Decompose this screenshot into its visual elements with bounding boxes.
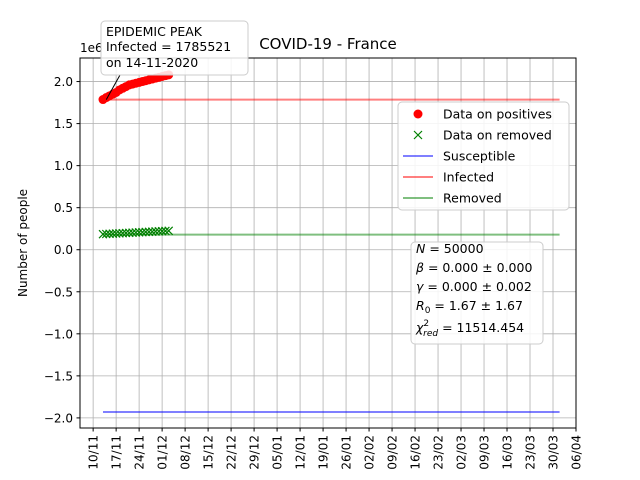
param-chi2: χ2 red = 11514.454 bbox=[415, 319, 524, 339]
peak-line-2: Infected = 1785521 bbox=[106, 39, 231, 54]
removed-point bbox=[134, 227, 144, 237]
y-tick-label: −2.0 bbox=[44, 411, 73, 425]
param-r0: R0 = 1.67 ± 1.67 bbox=[416, 298, 523, 316]
legend: Data on positives Data on removed Suscepti… bbox=[397, 101, 570, 211]
y-tick-label: −0.5 bbox=[44, 285, 73, 299]
removed-point bbox=[131, 228, 141, 237]
legend-label: Infected bbox=[443, 170, 494, 185]
legend-marker-removed bbox=[413, 130, 423, 140]
x-tick-label: 02/03 bbox=[455, 435, 469, 470]
x-tick-label: 29/12 bbox=[248, 435, 262, 470]
x-axis: 10/11 17/11 24/11 01/12 08/12 15/12 22/12 29/12… bbox=[87, 428, 584, 470]
legend-label: Susceptible bbox=[443, 149, 516, 164]
removed-point bbox=[111, 229, 121, 238]
removed-point bbox=[151, 227, 160, 236]
x-tick-label: 08/12 bbox=[179, 435, 193, 470]
x-tick-label: 23/02 bbox=[432, 435, 446, 470]
removed-point bbox=[160, 226, 170, 236]
legend-label: Data on positives bbox=[443, 107, 552, 122]
y-tick-label: 0.0 bbox=[54, 243, 73, 257]
y-axis: −2.0 −1.5 −1.0 −0.5 0.0 0.5 1.0 1.5 2.0 bbox=[44, 75, 80, 425]
x-tick-label: 17/11 bbox=[110, 435, 124, 470]
legend-marker-positives bbox=[413, 109, 423, 119]
x-tick-label: 15/12 bbox=[202, 435, 216, 470]
x-tick-label: 22/12 bbox=[225, 435, 239, 470]
legend-label: Data on removed bbox=[443, 128, 552, 143]
y-tick-label: −1.0 bbox=[44, 327, 73, 341]
x-tick-label: 06/04 bbox=[570, 435, 584, 470]
param-n: N = 50000 bbox=[416, 241, 484, 256]
x-tick-label: 23/03 bbox=[524, 435, 538, 470]
x-tick-label: 16/03 bbox=[501, 435, 515, 470]
removed-point bbox=[105, 229, 114, 239]
removed-point bbox=[141, 227, 151, 237]
plot-frame bbox=[79, 57, 577, 429]
legend-box bbox=[397, 101, 570, 211]
x-tick-label: 10/11 bbox=[87, 435, 101, 470]
chart-title: COVID-19 - France bbox=[259, 35, 397, 53]
peak-arrow bbox=[105, 74, 121, 100]
x-tick-label: 24/11 bbox=[133, 435, 147, 470]
y-tick-label: 1.0 bbox=[54, 159, 73, 173]
removed-point bbox=[124, 228, 134, 238]
x-tick-label: 05/01 bbox=[271, 435, 285, 470]
params-box: N = 50000 β = 0.000 ± 0.000 γ = 0.000 ± … bbox=[410, 241, 544, 345]
peak-annotation: EPIDEMIC PEAK Infected = 1785521 on 14-1… bbox=[100, 20, 249, 100]
x-tick-label: 26/01 bbox=[340, 435, 354, 470]
y-tick-label: −1.5 bbox=[44, 369, 73, 383]
series-lines bbox=[102, 98, 560, 414]
removed-point bbox=[137, 227, 147, 237]
series-markers bbox=[98, 70, 174, 239]
removed-point bbox=[101, 229, 111, 239]
removed-point bbox=[114, 228, 124, 238]
y-tick-label: 2.0 bbox=[54, 75, 73, 89]
y-axis-label: Number of people bbox=[16, 189, 30, 297]
peak-box bbox=[100, 20, 249, 76]
x-tick-label: 12/01 bbox=[294, 435, 308, 470]
y-tick-label: 0.5 bbox=[54, 201, 73, 215]
removed-point bbox=[157, 226, 167, 236]
x-tick-label: 01/12 bbox=[156, 435, 170, 470]
peak-line-3: on 14-11-2020 bbox=[106, 55, 198, 70]
removed-point bbox=[118, 228, 128, 238]
removed-point bbox=[128, 228, 137, 238]
y-offset-label: 1e6 bbox=[80, 41, 103, 55]
removed-point bbox=[147, 227, 157, 237]
x-tick-label: 19/01 bbox=[317, 435, 331, 470]
x-tick-label: 30/03 bbox=[547, 435, 561, 470]
removed-point bbox=[144, 227, 154, 237]
param-gamma: γ = 0.000 ± 0.002 bbox=[416, 279, 532, 294]
removed-point bbox=[98, 229, 108, 239]
removed-point bbox=[108, 229, 118, 239]
removed-point bbox=[121, 228, 131, 238]
x-tick-label: 09/03 bbox=[478, 435, 492, 470]
removed-point bbox=[154, 226, 164, 236]
x-tick-label: 02/02 bbox=[363, 435, 377, 470]
peak-line-1: EPIDEMIC PEAK bbox=[106, 24, 203, 39]
x-tick-label: 16/02 bbox=[409, 435, 423, 470]
param-beta: β = 0.000 ± 0.000 bbox=[415, 260, 532, 275]
params-frame bbox=[410, 241, 544, 345]
legend-label: Removed bbox=[443, 191, 502, 206]
x-tick-label: 09/02 bbox=[386, 435, 400, 470]
y-tick-label: 1.5 bbox=[54, 117, 73, 131]
removed-point bbox=[164, 226, 174, 236]
